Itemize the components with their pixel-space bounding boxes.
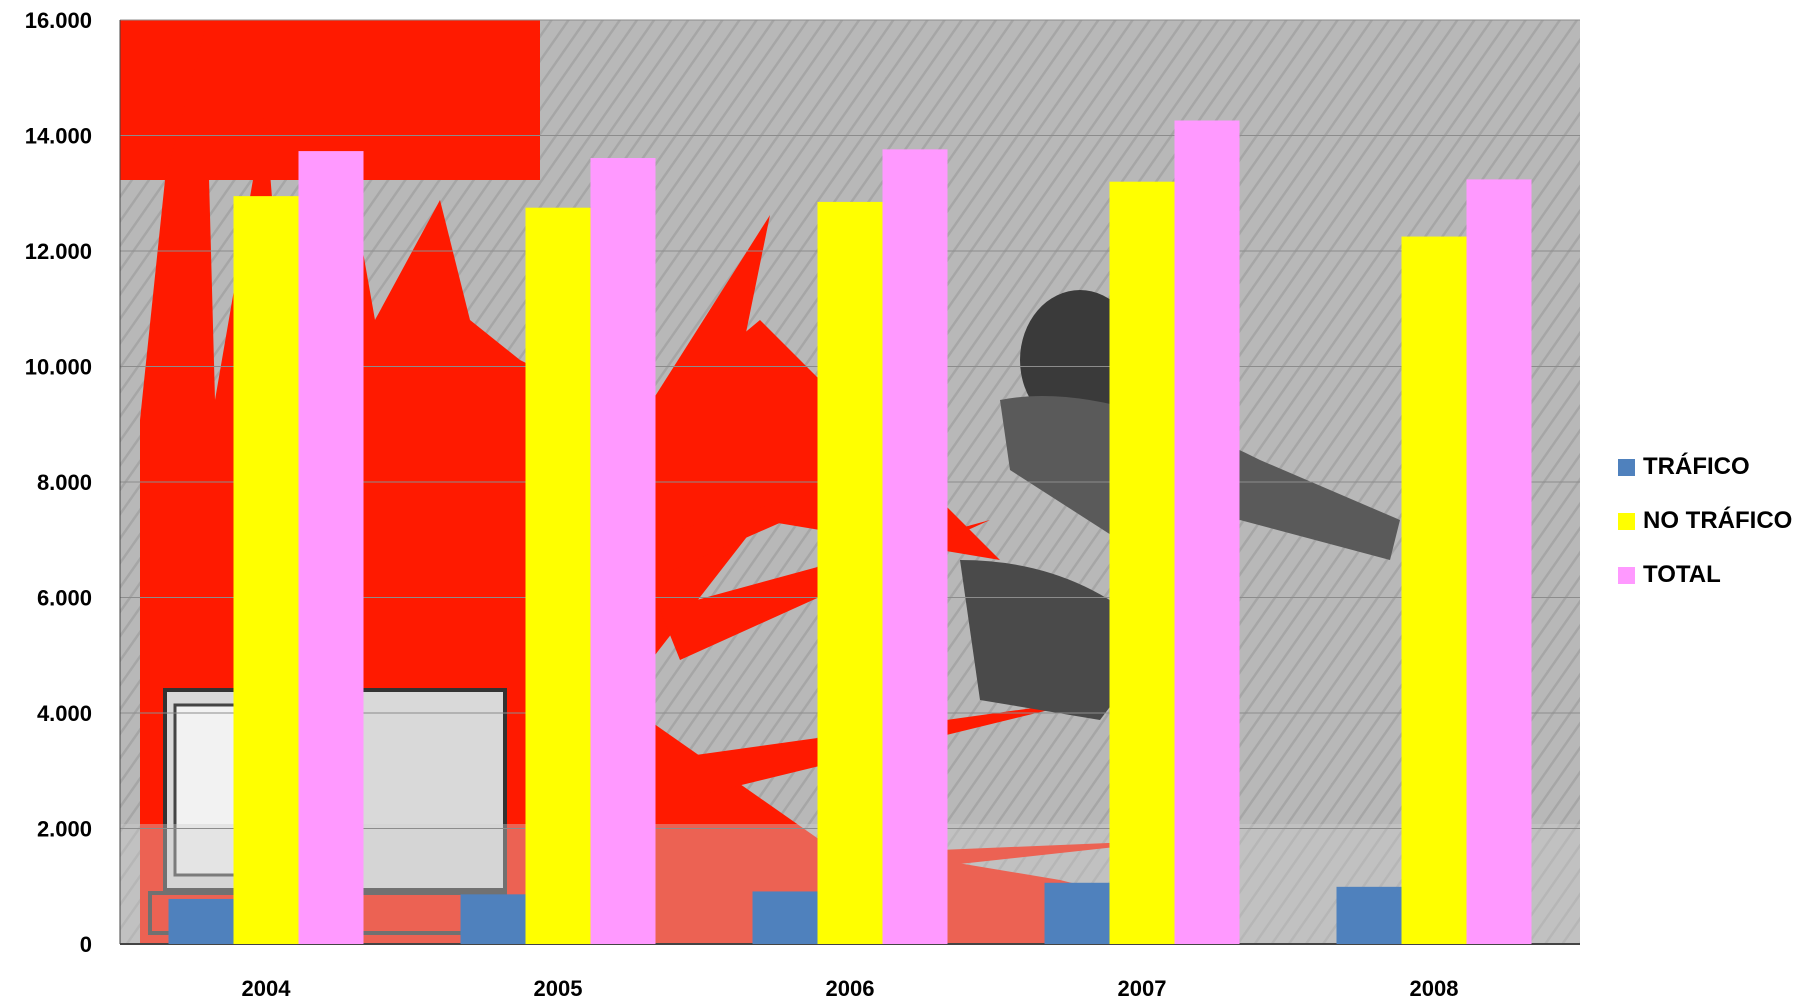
legend-swatch	[1618, 566, 1635, 584]
bar-2006-0	[752, 891, 818, 944]
bar-2005-2	[590, 158, 656, 944]
bar-2008-2	[1466, 179, 1532, 944]
y-tick-label: 8.000	[37, 470, 92, 495]
legend-swatch	[1618, 458, 1635, 476]
x-tick-labels: 2004 2005 2006 2007 2008	[242, 976, 1459, 998]
y-tick-label: 0	[80, 932, 92, 957]
legend-swatch	[1618, 512, 1635, 530]
bar-2005-1	[525, 207, 591, 944]
bars	[168, 120, 1532, 945]
legend-item-no-trafico: NO TRÁFICO	[1618, 494, 1792, 548]
bar-2007-0	[1044, 882, 1110, 944]
bar-2004-2	[298, 151, 364, 944]
y-tick-label: 6.000	[37, 586, 92, 611]
y-tick-label: 12.000	[25, 239, 92, 264]
x-tick-label: 2005	[534, 976, 583, 998]
bar-2008-0	[1336, 886, 1402, 944]
legend-item-trafico: TRÁFICO	[1618, 440, 1792, 494]
legend-item-total: TOTAL	[1618, 548, 1792, 602]
y-tick-label: 2.000	[37, 817, 92, 842]
y-tick-label: 4.000	[37, 701, 92, 726]
x-tick-label: 2008	[1410, 976, 1459, 998]
bar-2007-1	[1109, 181, 1175, 944]
bar-2007-2	[1174, 120, 1240, 945]
legend: TRÁFICO NO TRÁFICO TOTAL	[1618, 440, 1792, 602]
bar-2006-2	[882, 149, 948, 945]
bar-2006-1	[817, 201, 883, 945]
legend-label: TOTAL	[1643, 561, 1721, 588]
y-tick-label: 10.000	[25, 355, 92, 380]
y-tick-label: 16.000	[25, 8, 92, 33]
bar-2008-1	[1401, 236, 1467, 944]
bar-2004-1	[233, 196, 299, 944]
bar-2005-0	[460, 894, 526, 944]
y-tick-label: 14.000	[25, 124, 92, 149]
bar-2004-0	[168, 898, 234, 944]
legend-label: NO TRÁFICO	[1643, 507, 1793, 534]
x-tick-label: 2007	[1118, 976, 1167, 998]
x-tick-label: 2006	[826, 976, 875, 998]
legend-label: TRÁFICO	[1643, 453, 1750, 480]
y-tick-labels: 0 2.000 4.000 6.000 8.000 10.000 12.000 14.000 1…	[25, 8, 92, 957]
x-tick-label: 2004	[242, 976, 292, 998]
